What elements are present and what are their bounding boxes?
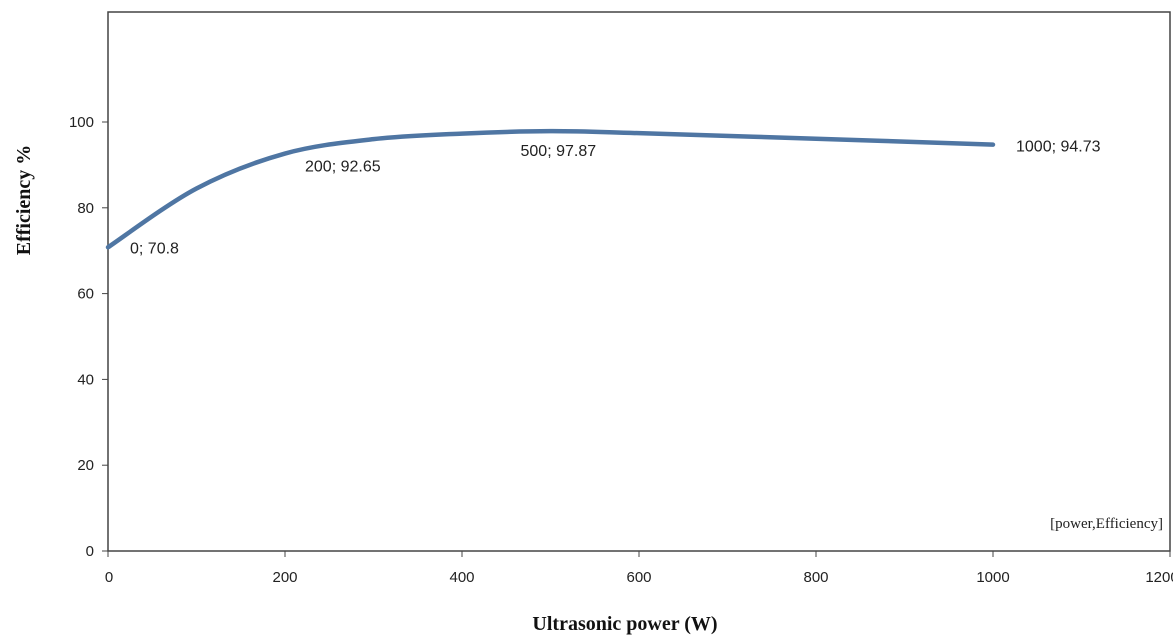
x-tick-label: 600 [626,569,651,586]
x-axis-title: Ultrasonic power (W) [532,613,717,635]
y-tick-label: 0 [86,543,94,560]
data-label: 1000; 94.73 [1016,139,1101,156]
data-label: 500; 97.87 [521,143,597,160]
y-tick-label: 20 [77,457,94,474]
y-tick-label: 100 [69,114,94,131]
y-axis-title: Efficiency % [13,145,35,256]
y-axis-ticks: 0 20 40 60 80 100 [69,114,108,560]
data-label: 200; 92.65 [305,159,381,176]
y-tick-label: 60 [77,286,94,303]
y-tick-label: 80 [77,200,94,217]
data-labels: 0; 70.8 200; 92.65 500; 97.87 1000; 94.73 [130,139,1101,258]
x-tick-label: 0 [105,569,113,586]
series-tag: [power,Efficiency] [1050,516,1163,532]
x-tick-label: 400 [449,569,474,586]
data-label: 0; 70.8 [130,240,179,257]
x-tick-label: 200 [272,569,297,586]
y-tick-label: 40 [77,371,94,388]
efficiency-series-line [105,128,996,250]
plot-area-frame [107,11,1171,552]
x-tick-label: 1000 [976,569,1009,586]
x-tick-label: 800 [803,569,828,586]
